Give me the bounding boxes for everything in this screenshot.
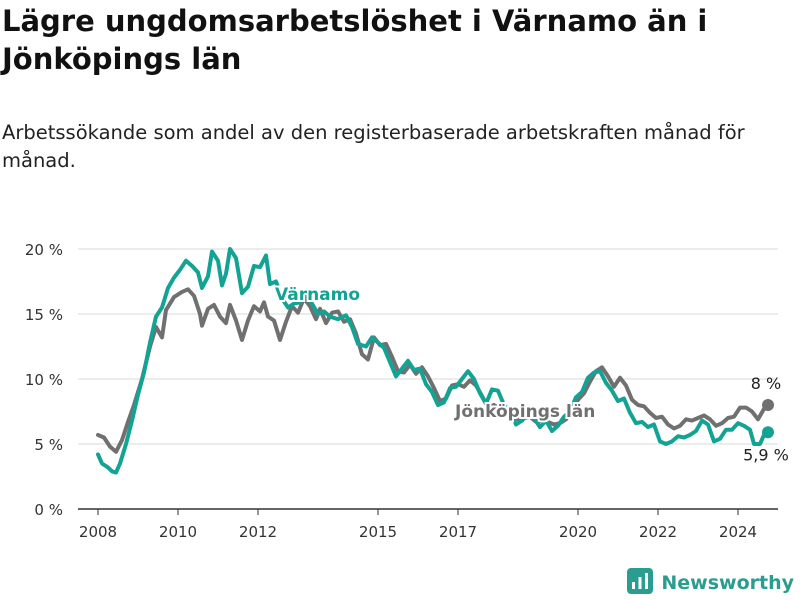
y-tick-label: 5 % [34,436,63,454]
x-axis-ticks: 2008 2010 2012 2015 2017 2020 2022 2024 [79,509,757,541]
x-tick-label: 2010 [159,523,197,541]
newsworthy-icon [627,568,654,598]
brand-name: Newsworthy [661,572,794,594]
y-tick-label: 10 % [25,371,63,389]
series-labels: 8 % 5,9 % Värnamo Jönköpings län [273,283,789,464]
series-label-varnamo: Värnamo [275,285,360,305]
end-value-label-varnamo: 5,9 % [743,445,789,464]
x-tick-label: 2024 [719,523,757,541]
series-label-jonkopings-lan: Jönköpings län [454,402,595,422]
x-tick-label: 2017 [439,523,477,541]
chart-subtitle: Arbetssökande som andel av den registerb… [2,121,745,172]
series-line-varnamo [96,247,770,475]
series-line-jonkopings-lan [96,287,770,454]
x-tick-label: 2015 [359,523,397,541]
line-chart: 0 %5 %10 %15 %20 % 2008 2010 2012 2015 2017 2… [25,241,789,541]
end-point-varnamo [762,426,774,439]
brand-logo: Newsworthy [627,568,794,598]
x-tick-label: 2022 [639,523,677,541]
y-tick-label: 0 % [34,501,63,519]
y-tick-label: 15 % [25,306,63,324]
chart-title: Lägre ungdomsarbetslöshet i Värnamo än i… [2,4,708,76]
y-tick-label: 20 % [25,241,63,259]
x-tick-label: 2008 [79,523,117,541]
end-point-jonkopings-lan [762,399,774,411]
x-tick-label: 2012 [239,523,277,541]
series-lines [96,247,774,475]
x-tick-label: 2020 [559,523,597,541]
end-value-label-jonkopings-lan: 8 % [751,374,781,393]
y-axis-ticks: 0 % 5 % 10 % 15 % 20 % [25,241,63,519]
